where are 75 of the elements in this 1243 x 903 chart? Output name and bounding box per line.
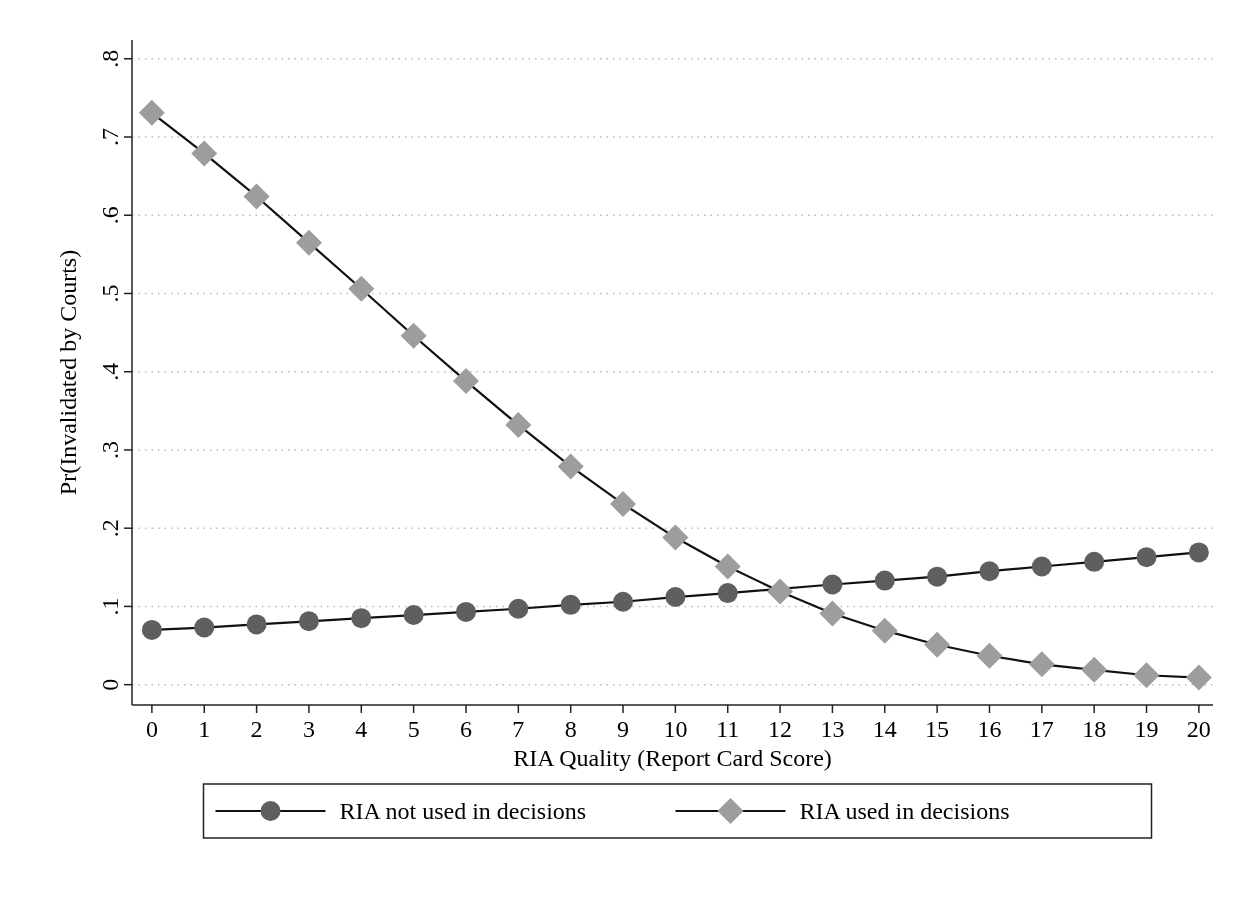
point (557, 453, 584, 480)
point (871, 617, 898, 644)
x-tick-label: 1 (198, 716, 211, 742)
legend-label: RIA used in decisions (799, 798, 1010, 824)
y-tick-label: .3 (97, 440, 123, 459)
x-tick-label: 20 (1186, 716, 1211, 742)
x-axis-title: RIA Quality (Report Card Score) (513, 745, 832, 771)
point (714, 553, 741, 580)
point (452, 368, 479, 395)
x-tick-label: 9 (617, 716, 630, 742)
point (403, 605, 424, 626)
y-tick-label: 0 (97, 678, 123, 691)
point (927, 566, 948, 587)
x-tick-label: 3 (302, 716, 315, 742)
point (665, 587, 686, 608)
point (508, 598, 529, 619)
point (191, 140, 218, 167)
x-tick-label: 11 (716, 716, 740, 742)
x-tick-label: 14 (872, 716, 897, 742)
x-tick-label: 8 (564, 716, 577, 742)
y-axis-title: Pr(Invalidated by Courts) (55, 249, 81, 496)
point (348, 275, 375, 302)
point (976, 642, 1003, 669)
point (822, 574, 843, 595)
x-tick-label: 10 (663, 716, 688, 742)
point (1185, 664, 1212, 691)
point (662, 524, 689, 551)
point (298, 611, 319, 632)
point (1031, 556, 1052, 577)
point (141, 619, 162, 640)
point (1081, 656, 1108, 683)
x-tick-label: 16 (977, 716, 1002, 742)
point (138, 99, 165, 126)
point (1136, 547, 1157, 568)
point (505, 411, 532, 438)
x-tick-label: 19 (1134, 716, 1159, 742)
point (1028, 651, 1055, 678)
point (243, 183, 270, 210)
point (819, 600, 846, 627)
legend-label: RIA not used in decisions (339, 798, 587, 824)
x-tick-label: 5 (407, 716, 420, 742)
point (717, 583, 738, 604)
point (1188, 542, 1209, 563)
y-tick-label: .1 (97, 597, 123, 616)
point (924, 631, 951, 658)
x-tick-label: 7 (512, 716, 525, 742)
point (351, 608, 372, 629)
y-tick-label: .8 (97, 49, 123, 68)
point (295, 229, 322, 256)
point (1133, 662, 1160, 689)
point (246, 614, 267, 635)
point (400, 322, 427, 349)
point (613, 591, 634, 612)
x-tick-label: 4 (355, 716, 368, 742)
y-tick-label: .4 (97, 362, 123, 381)
point (979, 561, 1000, 582)
y-tick-label: .5 (97, 284, 123, 303)
x-tick-label: 12 (768, 716, 793, 742)
x-tick-label: 17 (1029, 716, 1054, 742)
x-tick-label: 0 (145, 716, 158, 742)
point (455, 601, 476, 622)
point (1084, 551, 1105, 572)
y-tick-label: .2 (97, 519, 123, 538)
y-tick-label: .7 (97, 128, 123, 147)
y-tick-label: .6 (97, 206, 123, 225)
x-tick-label: 15 (925, 716, 950, 742)
x-tick-label: 13 (820, 716, 845, 742)
point (767, 578, 794, 605)
x-tick-label: 6 (459, 716, 472, 742)
point (610, 490, 637, 517)
point (194, 617, 215, 638)
x-tick-label: 2 (250, 716, 263, 742)
point (874, 570, 895, 591)
x-tick-label: 18 (1082, 716, 1107, 742)
point (560, 594, 581, 615)
